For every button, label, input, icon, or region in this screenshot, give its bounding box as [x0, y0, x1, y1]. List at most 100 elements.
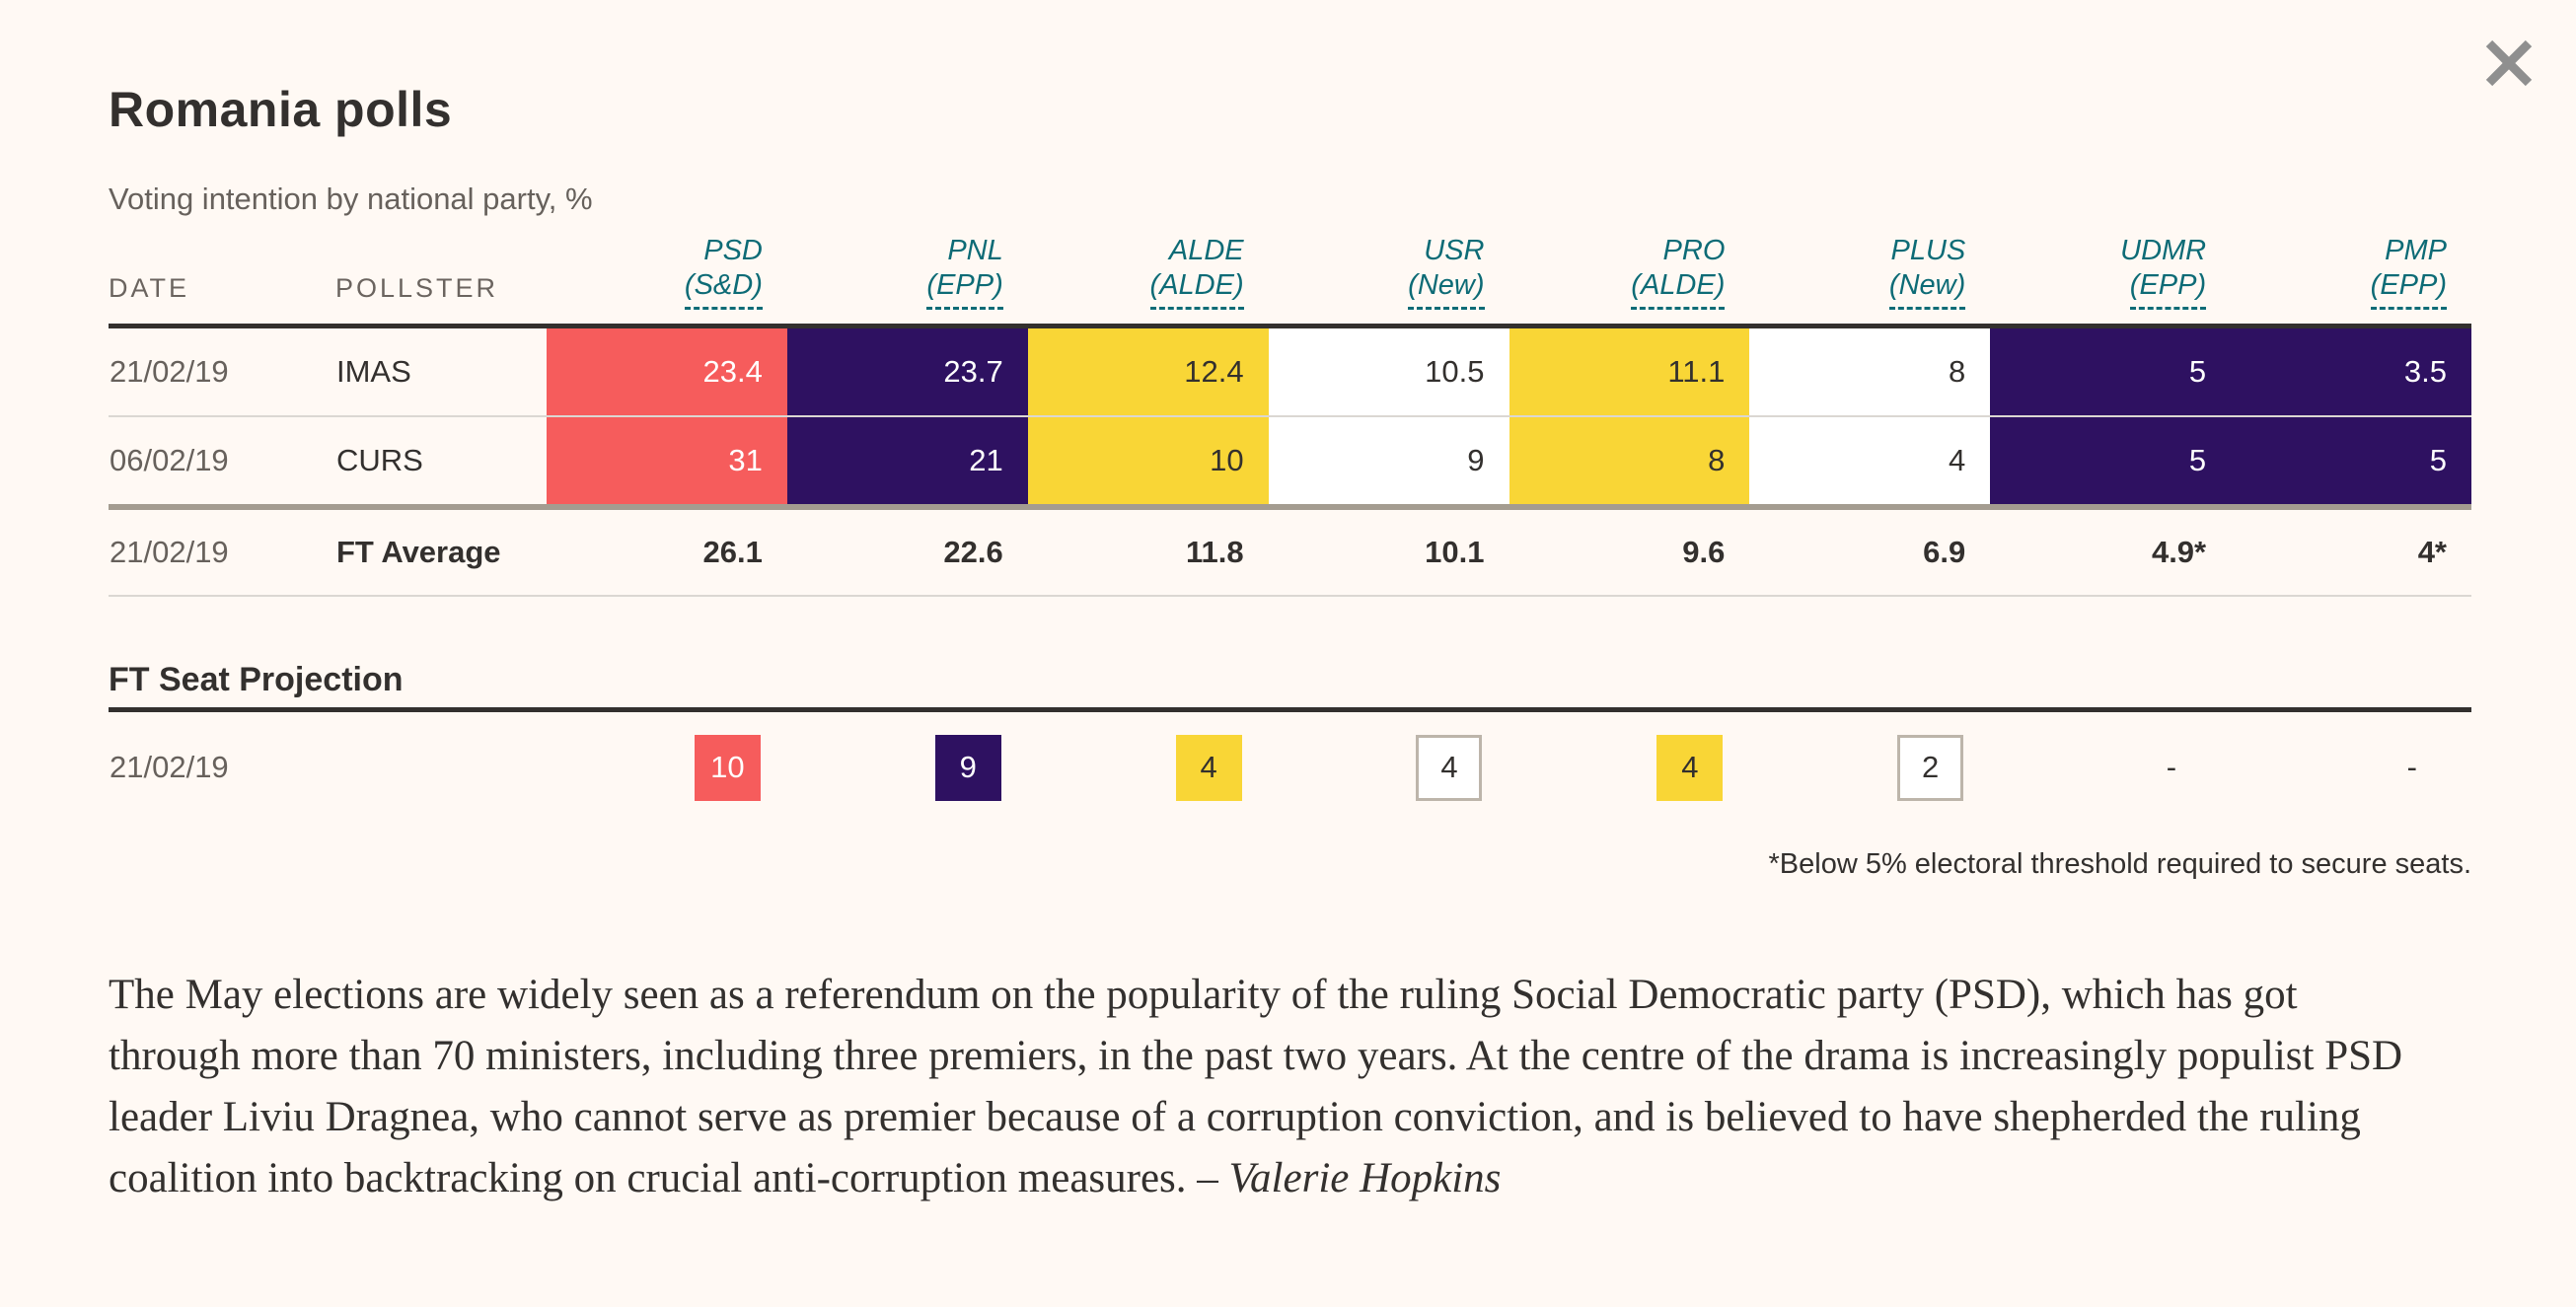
polls-table: DATE POLLSTER PSD (S&D) PNL (EPP) ALDE (ALDE) US…: [109, 217, 2471, 597]
poll-row-imas: 21/02/19 IMAS 23.4 23.7 12.4 10.5 11.1 8 5 3.5: [109, 326, 2471, 416]
party-group-wrap: (New): [1749, 268, 1966, 310]
polls-table-body: 21/02/19 IMAS 23.4 23.7 12.4 10.5 11.1 8 5 3.5 06/…: [109, 326, 2471, 597]
seat-cell-empty: -: [2406, 750, 2417, 784]
party-group-label: (EPP): [2370, 268, 2447, 310]
poll-value-cell: 3.5: [2231, 326, 2471, 416]
party-group-label: (S&D): [684, 268, 763, 310]
poll-value-cell: 12.4: [1027, 326, 1269, 416]
poll-value-cell: 5: [2231, 415, 2471, 510]
average-value-cell: 11.8: [1027, 507, 1269, 597]
party-name: PSD: [703, 234, 763, 266]
party-group-wrap: (S&D): [547, 268, 763, 310]
column-header-pollster: POLLSTER: [335, 217, 547, 328]
average-value-cell: 9.6: [1509, 507, 1750, 597]
seat-section-rule: [109, 707, 2471, 712]
seat-cell: 4: [1509, 712, 1749, 823]
poll-value-cell: 31: [547, 415, 787, 510]
party-column-header-psd[interactable]: PSD (S&D): [547, 217, 787, 328]
poll-date: 21/02/19: [110, 353, 229, 389]
seat-count-box: 4: [1656, 734, 1724, 801]
party-group-label: (EPP): [2129, 268, 2207, 310]
average-value-cell: 6.9: [1749, 507, 1991, 597]
average-value-cell: 4.9*: [1990, 507, 2232, 597]
seat-cell: 10: [547, 712, 787, 823]
party-group-wrap: (ALDE): [1028, 268, 1244, 310]
page-subtitle: Voting intention by national party, %: [109, 182, 593, 216]
seat-cell: 2: [1749, 712, 1990, 823]
party-group-label: (New): [1888, 268, 1966, 310]
seat-cell: 9: [787, 712, 1028, 823]
article-paragraph: The May elections are widely seen as a r…: [109, 965, 2471, 1209]
party-column-header-pnl[interactable]: PNL (EPP): [786, 217, 1028, 328]
party-group-wrap: (EPP): [2231, 268, 2447, 310]
seat-count-box: 9: [934, 734, 1001, 801]
ft-average-row: 21/02/19 FT Average 26.1 22.6 11.8 10.1 9.6 6.9…: [109, 507, 2471, 597]
header-row: DATE POLLSTER PSD (S&D) PNL (EPP) ALDE (ALDE) US…: [109, 217, 2471, 328]
party-group-label: (ALDE): [1149, 268, 1244, 310]
party-group-wrap: (ALDE): [1509, 268, 1726, 310]
party-group-wrap: (EPP): [787, 268, 1003, 310]
poll-value-cell: 5: [1990, 415, 2232, 510]
seat-count-box: 4: [1175, 734, 1242, 801]
column-header-date: DATE: [109, 217, 335, 328]
average-value-cell: 10.1: [1268, 507, 1509, 597]
pollster-name: CURS: [335, 415, 547, 510]
party-group-label: (New): [1408, 268, 1485, 310]
poll-date: 06/02/19: [109, 415, 335, 510]
average-value-cell: 4*: [2231, 507, 2471, 597]
average-value-cell: 26.1: [547, 507, 787, 597]
seat-projection-date: 21/02/19: [110, 750, 229, 784]
seat-projection-table: 21/02/19 10 9 4 4 4 2 - -: [109, 712, 2471, 823]
party-group-wrap: (EPP): [1990, 268, 2207, 310]
party-name: PMP: [2385, 234, 2447, 266]
pollster-name: IMAS: [336, 353, 411, 389]
seat-count-box: 4: [1416, 734, 1483, 801]
poll-value-cell: 8: [1749, 326, 1991, 416]
poll-value-cell: 23.4: [547, 326, 787, 416]
seat-count-box: 10: [694, 734, 761, 801]
seat-cell-empty: -: [2166, 750, 2177, 784]
party-column-header-udmr[interactable]: UDMR (EPP): [1990, 217, 2232, 328]
party-column-header-usr[interactable]: USR (New): [1268, 217, 1509, 328]
party-group-wrap: (New): [1269, 268, 1485, 310]
poll-value-cell: 21: [786, 415, 1028, 510]
party-group-label: (EPP): [926, 268, 1003, 310]
close-icon: [2483, 39, 2535, 92]
article-byline: Valerie Hopkins: [1228, 1155, 1502, 1201]
article-text: The May elections are widely seen as a r…: [109, 972, 2403, 1201]
poll-value-cell: 8: [1509, 415, 1750, 510]
seat-projection-body: 21/02/19 10 9 4 4 4 2 - -: [109, 712, 2471, 823]
party-name: USR: [1424, 234, 1485, 266]
poll-value-cell: 5: [1990, 326, 2232, 416]
poll-value-cell: 23.7: [786, 326, 1028, 416]
threshold-footnote: *Below 5% electoral threshold required t…: [1768, 848, 2472, 880]
poll-value-cell: 10: [1027, 415, 1269, 510]
party-column-header-alde[interactable]: ALDE (ALDE): [1027, 217, 1269, 328]
average-label: FT Average: [335, 507, 547, 597]
poll-value-cell: 11.1: [1509, 326, 1750, 416]
party-column-header-pro[interactable]: PRO (ALDE): [1509, 217, 1750, 328]
polls-table-header: DATE POLLSTER PSD (S&D) PNL (EPP) ALDE (ALDE) US…: [109, 217, 2471, 328]
close-button[interactable]: [2479, 34, 2539, 93]
party-name: PRO: [1662, 234, 1726, 266]
modal-content: Romania polls Voting intention by nation…: [109, 0, 2471, 1209]
poll-value-cell: 9: [1268, 415, 1509, 510]
party-column-header-pmp[interactable]: PMP (EPP): [2231, 217, 2471, 328]
seat-cell: 4: [1269, 712, 1509, 823]
average-value-cell: 22.6: [786, 507, 1028, 597]
poll-value-cell: 4: [1749, 415, 1991, 510]
seat-cell: 4: [1028, 712, 1269, 823]
poll-value-cell: 10.5: [1268, 326, 1509, 416]
party-name: PNL: [947, 234, 1003, 266]
party-name: UDMR: [2120, 234, 2207, 266]
party-column-header-plus[interactable]: PLUS (New): [1749, 217, 1991, 328]
average-date: 21/02/19: [109, 507, 335, 597]
poll-row-curs: 06/02/19 CURS 31 21 10 9 8 4 5 5: [109, 415, 2471, 510]
party-name: PLUS: [1890, 234, 1966, 266]
seat-projection-heading: FT Seat Projection: [109, 661, 404, 698]
page-title: Romania polls: [109, 82, 453, 137]
seat-count-box: 2: [1897, 734, 1964, 801]
party-name: ALDE: [1168, 234, 1244, 266]
seat-projection-row: 21/02/19 10 9 4 4 4 2 - -: [109, 712, 2471, 823]
party-group-label: (ALDE): [1631, 268, 1726, 310]
